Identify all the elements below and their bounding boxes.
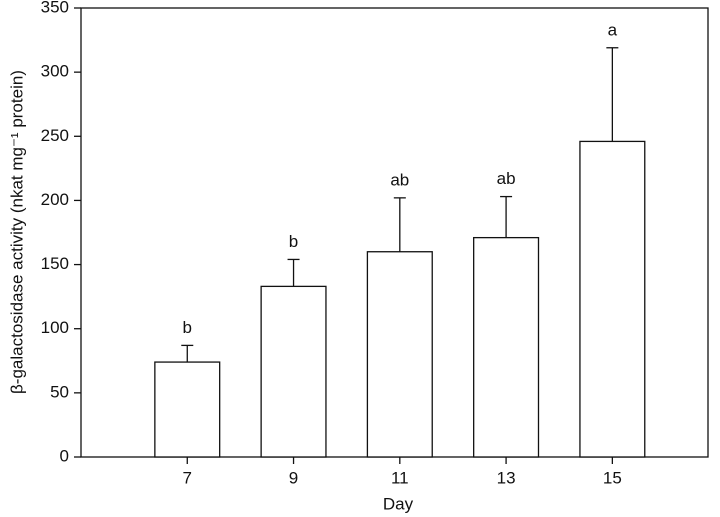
y-tick-label: 300 xyxy=(41,62,69,81)
x-tick-label: 9 xyxy=(289,468,298,487)
y-tick-label: 100 xyxy=(41,318,69,337)
y-tick-label: 50 xyxy=(50,382,69,401)
x-tick-label: 7 xyxy=(183,468,192,487)
y-tick-label: 250 xyxy=(41,126,69,145)
y-tick-label: 350 xyxy=(41,0,69,16)
bar-annotation: b xyxy=(289,232,298,251)
x-tick-label: 11 xyxy=(391,468,409,487)
bar-annotation: ab xyxy=(497,169,516,188)
bar xyxy=(260,285,327,458)
bar xyxy=(154,361,221,458)
bar-annotation: b xyxy=(183,318,192,337)
y-tick-label: 150 xyxy=(41,254,69,273)
bar xyxy=(579,140,646,458)
x-tick-label: 15 xyxy=(603,468,622,487)
y-axis-label: β-galactosidase activity (nkat mg⁻¹ prot… xyxy=(7,70,26,394)
bar-annotation: a xyxy=(608,20,618,39)
y-tick-label: 0 xyxy=(60,446,69,465)
bar xyxy=(473,236,540,458)
bar xyxy=(366,251,433,458)
bar-annotation: ab xyxy=(390,170,409,189)
x-tick-label: 13 xyxy=(497,468,516,487)
x-axis-label: Day xyxy=(383,494,414,513)
y-tick-label: 200 xyxy=(41,190,69,209)
